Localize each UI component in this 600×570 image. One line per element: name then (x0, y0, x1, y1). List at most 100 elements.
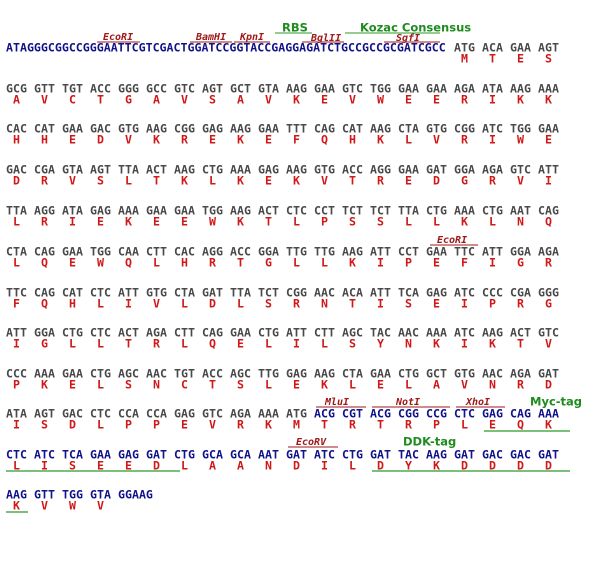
codon: GGA (34, 326, 55, 340)
codon: CCT (314, 204, 335, 218)
amino-acid: W (517, 133, 524, 147)
amino-acid: E (265, 133, 272, 147)
codon: ATA (482, 82, 503, 96)
amino-acid: G (265, 256, 272, 270)
amino-acid: L (489, 215, 496, 229)
codon: GAA (174, 204, 195, 218)
codon: AAG (6, 488, 27, 502)
codon: CTG (398, 367, 419, 381)
amino-acid: P (489, 297, 496, 311)
amino-acid: G (461, 174, 468, 188)
codon: GAA (426, 245, 447, 259)
amino-acid: E (433, 256, 440, 270)
codon: CCT (398, 245, 419, 259)
codon: CCG (426, 407, 447, 421)
codon: AAA (538, 407, 559, 421)
amino-acid: E (209, 133, 216, 147)
codon: GAC (6, 163, 27, 177)
codon: ACA (342, 286, 363, 300)
codon: GAG (174, 407, 195, 421)
tag-label: Myc-tag (530, 395, 582, 409)
amino-acid: E (125, 459, 132, 473)
codon: AGA (510, 367, 531, 381)
codon: CTC (286, 204, 307, 218)
amino-acid: R (461, 133, 468, 147)
amino-acid: V (265, 93, 272, 107)
codon: ATC (314, 448, 335, 462)
codon: ACT (118, 326, 139, 340)
codon: ATC (454, 286, 475, 300)
codon: GAC (62, 407, 83, 421)
amino-acid: G (125, 93, 132, 107)
amino-acid: V (545, 337, 552, 351)
amino-acid: I (125, 297, 132, 311)
codon: AAG (286, 82, 307, 96)
codon: GAC (510, 448, 531, 462)
amino-acid: T (321, 418, 328, 432)
codon: CAG (538, 204, 559, 218)
restriction-site-label: BglII (310, 33, 341, 44)
amino-acid: R (349, 418, 356, 432)
amino-acid: V (125, 133, 132, 147)
codon: TCA (62, 448, 83, 462)
codon: TTA (6, 204, 27, 218)
amino-acid: F (13, 297, 20, 311)
amino-acid: E (153, 215, 160, 229)
codon: CGG (174, 122, 195, 136)
codon: TTC (454, 245, 475, 259)
amino-acid: S (237, 378, 244, 392)
amino-acid: L (13, 215, 20, 229)
amino-acid: R (377, 174, 384, 188)
codon: CCA (146, 407, 167, 421)
amino-acid: P (13, 378, 20, 392)
amino-acid: L (265, 378, 272, 392)
amino-acid: K (237, 215, 244, 229)
codon: GCT (426, 367, 447, 381)
codon: AAG (342, 245, 363, 259)
amino-acid: T (349, 174, 356, 188)
amino-acid: D (461, 459, 468, 473)
codon: GTG (426, 122, 447, 136)
amino-acid: D (293, 459, 300, 473)
codon: CTC (6, 448, 27, 462)
codon: GCG (6, 82, 27, 96)
restriction-site-label: BamHI (195, 32, 226, 43)
amino-acid: Q (41, 297, 48, 311)
codon: AGC (342, 326, 363, 340)
amino-acid: V (349, 93, 356, 107)
codon: CCC (6, 367, 27, 381)
amino-acid: M (461, 52, 468, 66)
codon: GAA (62, 367, 83, 381)
amino-acid: Q (41, 256, 48, 270)
codon: GAA (90, 448, 111, 462)
codon: ATT (286, 326, 307, 340)
amino-acid: V (97, 499, 104, 513)
codon: AGG (202, 245, 223, 259)
amino-acid: E (433, 297, 440, 311)
amino-acid: K (181, 174, 188, 188)
restriction-site-label: EcoRI (437, 235, 467, 246)
codon: CAG (34, 286, 55, 300)
codon: CTG (258, 326, 279, 340)
codon: ACA (482, 41, 503, 55)
amino-acid: S (265, 297, 272, 311)
amino-acid: A (13, 93, 20, 107)
codon: AAA (426, 326, 447, 340)
codon: AGA (538, 245, 559, 259)
amino-acid: S (41, 418, 48, 432)
codon: AGA (454, 82, 475, 96)
codon: GGA (258, 245, 279, 259)
codon: ATG (286, 407, 307, 421)
codon: AAG (314, 367, 335, 381)
codon: GAG (90, 204, 111, 218)
codon: ACT (510, 326, 531, 340)
amino-acid: L (97, 297, 104, 311)
amino-acid: D (209, 297, 216, 311)
amino-acid: T (517, 337, 524, 351)
amino-acid: A (433, 378, 440, 392)
amino-acid: L (97, 337, 104, 351)
amino-acid: V (41, 499, 48, 513)
codon: AGA (230, 407, 251, 421)
amino-acid: K (545, 418, 552, 432)
amino-acid: H (13, 133, 20, 147)
